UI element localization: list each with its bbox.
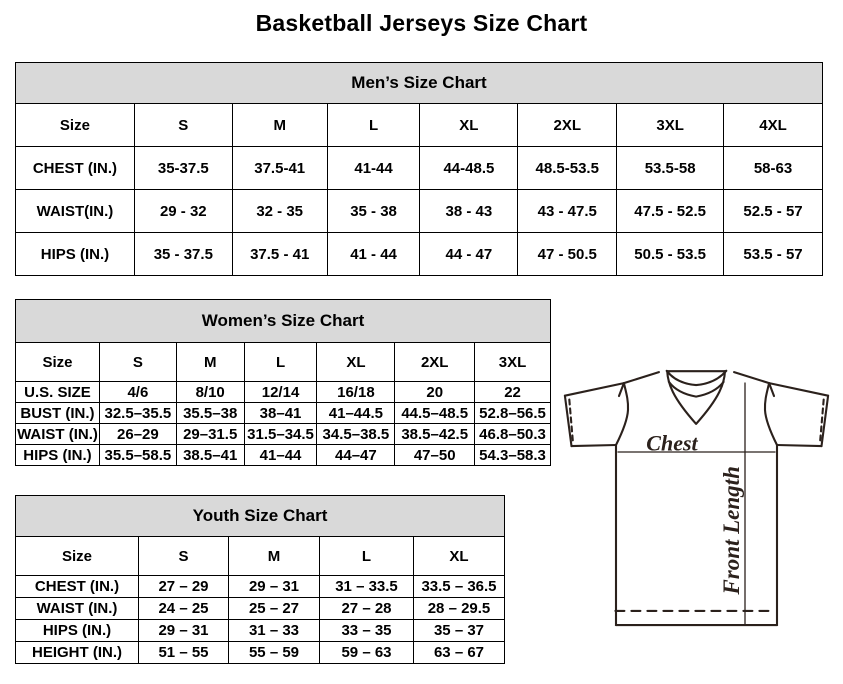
svg-text:Front Length: Front Length <box>719 466 744 595</box>
svg-text:Chest: Chest <box>646 431 698 456</box>
